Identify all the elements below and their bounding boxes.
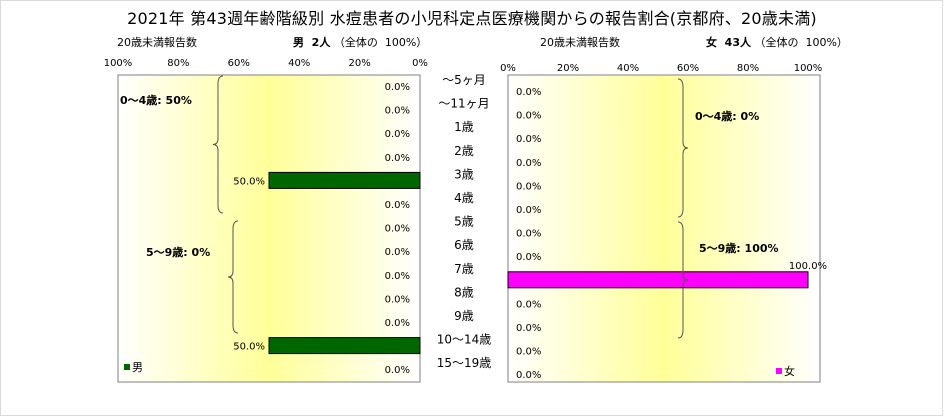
age-category-label: 9歳 [454,309,474,323]
female-data-label: 0.0% [516,229,541,240]
female-legend-swatch [776,368,782,374]
age-category-label: ～5ヶ月 [442,73,486,87]
female-data-label: 0.0% [516,370,541,381]
right-x-tick-label: 60% [677,63,699,74]
male-bar [268,171,421,189]
right-x-tick-label: 80% [737,63,759,74]
female-data-label: 0.0% [516,252,541,263]
female-data-label: 0.0% [516,347,541,358]
age-category-label: 5歳 [454,215,474,229]
right-x-tick-label: 20% [557,63,579,74]
female-bar [507,271,809,289]
left-x-tick-label: 80% [167,58,189,69]
female-data-label: 0.0% [516,158,541,169]
female-data-label: 0.0% [516,181,541,192]
right-brace-0-4-label: 0～4歳: 0% [695,109,759,123]
female-data-label: 0.0% [516,111,541,122]
age-category-label: 2歳 [454,144,474,158]
male-data-label: 0.0% [385,224,410,235]
male-legend-label: 男 [132,361,143,374]
male-data-label: 0.0% [385,294,410,305]
male-data-label: 0.0% [385,318,410,329]
left-total-label: （全体の [333,36,378,49]
male-data-label: 0.0% [385,200,410,211]
left-x-tick-label: 100% [104,58,133,69]
right-brace-0-4 [677,78,689,218]
male-bar [268,337,421,355]
right-brace-5-9-label: 5～9歳: 100% [699,241,779,255]
right-plot-area [507,74,821,383]
male-data-label: 50.0% [233,176,265,187]
right-x-tick-label: 40% [617,63,639,74]
male-data-label: 0.0% [385,247,410,258]
right-subtitle-label: 20歳未満報告数 [540,36,620,49]
male-data-label: 0.0% [385,82,410,93]
age-category-label: 10～14歳 [437,333,492,347]
female-data-label: 0.0% [516,205,541,216]
male-data-label: 0.0% [385,129,410,140]
male-data-label: 0.0% [385,106,410,117]
age-category-label: 15～19歳 [437,356,492,370]
left-plot-area [117,74,421,383]
left-x-tick-label: 40% [288,58,310,69]
female-data-label: 100.0% [789,261,827,272]
male-data-label: 50.0% [233,342,265,353]
left-subtitle-label: 20歳未満報告数 [117,36,197,49]
right-brace-5-9 [677,221,689,339]
male-data-label: 0.0% [385,271,410,282]
age-category-label: 7歳 [454,262,474,276]
female-data-label: 0.0% [516,87,541,98]
age-category-label: 1歳 [454,120,474,134]
right-total-pct: 100%） [805,36,848,49]
right-total-label: （全体の [754,36,799,49]
age-category-label: ～11ヶ月 [438,97,489,111]
right-subtitle-count: 女 43人 （全体の 100%） [706,34,848,50]
right-count: 43人 [724,36,751,49]
age-category-label: 6歳 [454,238,474,252]
left-brace-5-9-label: 5～9歳: 0% [146,245,210,259]
left-brace-0-4-label: 0～4歳: 50% [120,93,192,107]
male-legend-swatch [124,364,130,370]
left-brace-5-9 [227,220,239,334]
left-count: 2人 [311,36,331,49]
female-data-label: 0.0% [516,299,541,310]
age-category-label: 4歳 [454,191,474,205]
female-data-label: 0.0% [516,134,541,145]
age-category-label: 3歳 [454,167,474,181]
age-category-label: 8歳 [454,285,474,299]
left-x-tick-label: 20% [348,58,370,69]
chart-title: 2021年 第43週年齢階級別 水痘患者の小児科定点医療機関からの報告割合(京都… [127,9,817,28]
female-data-label: 0.0% [516,323,541,334]
right-gender: 女 [706,36,717,49]
right-x-tick-label: 0% [500,63,516,74]
left-gender: 男 [293,36,304,49]
male-data-label: 0.0% [385,153,410,164]
left-total-pct: 100%） [384,36,428,49]
male-data-label: 0.0% [385,365,410,376]
female-legend-label: 女 [784,364,795,378]
left-x-tick-label: 60% [228,58,250,69]
left-subtitle-count: 男 2人 （全体の 100%） [293,34,427,50]
left-brace-0-4 [212,75,224,214]
left-x-tick-label: 0% [412,58,428,69]
right-x-tick-label: 100% [794,63,823,74]
